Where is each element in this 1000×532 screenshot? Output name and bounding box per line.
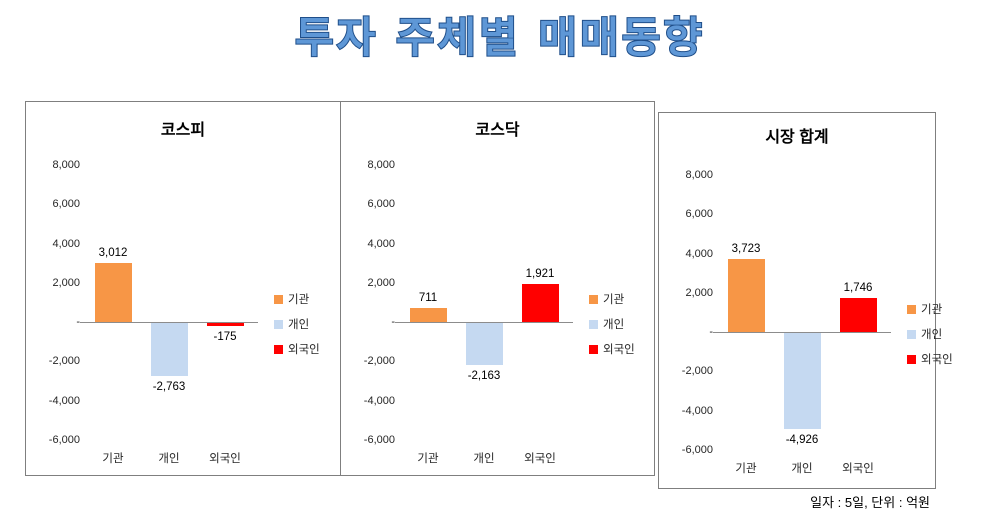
y-axis-tick-label: -	[391, 316, 395, 329]
chart-title-market-total: 시장 합계	[765, 129, 829, 146]
y-axis-tick-label: 8,000	[52, 159, 80, 171]
y-axis-tick-label: -4,000	[363, 394, 395, 407]
y-axis-tick-label: -	[76, 316, 80, 329]
legend-swatch-icon	[274, 319, 283, 329]
legend-item-외국인: 외국인	[274, 341, 344, 357]
legend-label: 기관	[603, 294, 625, 306]
y-axis-tick-label: 2,000	[685, 286, 713, 299]
y-axis-tick-label: 6,000	[367, 198, 395, 211]
chart-kospi: 코스피 8,000 6,000 4,000 2,000 - -2,000 -4,000 -6,…	[26, 102, 340, 475]
y-axis-tick-label: -	[709, 326, 713, 339]
x-axis-category-label: 기관	[417, 453, 439, 465]
chart-title-kospi: 코스피	[160, 122, 206, 139]
y-axis-tick-label: -2,000	[48, 355, 80, 368]
legend-swatch-icon	[907, 304, 916, 314]
y-axis-tick-label: -6,000	[681, 444, 713, 456]
bar-value-label: 1,746	[843, 281, 873, 294]
y-axis-tick-label: -4,000	[681, 404, 713, 417]
legend-swatch-icon	[274, 294, 283, 304]
y-axis-tick-label: -2,000	[681, 365, 713, 378]
y-axis-tick-label: 4,000	[685, 247, 713, 260]
bar-value-label: -4,926	[785, 433, 819, 446]
bar-외국인	[521, 284, 559, 323]
panel-market-total: 시장 합계 8,000 6,000 4,000 2,000 - -2,000 -4,000 -…	[658, 112, 953, 489]
plot-area-market-total: 8,000 6,000 4,000 2,000 - -2,000 -4,000 -6,000 3…	[682, 169, 953, 475]
panel-kospi-kosdaq: 코스피 8,000 6,000 4,000 2,000- -2,000 -4,000 -6,…	[25, 101, 655, 476]
bar-value-label: 711	[418, 292, 438, 305]
legend-label: 기관	[288, 294, 310, 306]
x-axis-category-label: 외국인	[209, 453, 241, 465]
plot-area-kosdaq: 8,000 6,000 4,000 2,000 - -2,000 -4,000 -6,000 7…	[364, 159, 635, 465]
legend-item-외국인: 외국인	[589, 341, 659, 357]
y-axis-tick-label: -2,000	[363, 355, 395, 368]
x-axis-category-label: 외국인	[842, 463, 874, 475]
legend-swatch-icon	[274, 344, 283, 354]
legend-label: 외국인	[288, 344, 320, 356]
legend-item-개인: 개인	[274, 316, 344, 332]
legend-item-개인: 개인	[589, 316, 659, 332]
chart-market-total: 시장 합계 8,000 6,000 4,000 2,000 - -2,000 -4,000 -…	[659, 123, 953, 498]
x-axis-category-label: 기관	[102, 453, 124, 465]
y-axis-tick-label: 2,000	[367, 276, 395, 289]
legend-item-외국인: 외국인	[907, 351, 977, 367]
bar-외국인	[206, 322, 244, 326]
legend-label: 개인	[288, 319, 310, 331]
x-axis-category-label: 외국인	[524, 453, 556, 465]
legend-swatch-icon	[589, 294, 598, 304]
y-axis-tick-label: 6,000	[685, 208, 713, 221]
x-axis-category-label: 개인	[158, 453, 180, 465]
legend-swatch-icon	[589, 344, 598, 354]
bar-외국인	[839, 297, 877, 333]
page-title: 투자 주체별 매매동향	[294, 12, 705, 63]
legend-label: 개인	[921, 329, 943, 341]
y-axis-tick-label: 8,000	[685, 169, 713, 181]
footnote: 일자 : 5일, 단위 : 억원	[810, 495, 930, 510]
bar-기관	[727, 259, 765, 333]
x-axis-category-label: 개인	[791, 463, 813, 475]
chart-title-kosdaq: 코스닥	[475, 122, 520, 139]
legend-item-기관: 기관	[274, 291, 344, 307]
bar-value-label: -2,763	[152, 381, 186, 394]
legend-swatch-icon	[907, 354, 916, 364]
legend-swatch-icon	[589, 319, 598, 329]
bar-기관	[94, 262, 132, 323]
x-axis-category-label: 기관	[735, 463, 757, 475]
y-axis-tick-label: -6,000	[363, 434, 395, 446]
bar-value-label: -2,163	[467, 369, 501, 382]
legend-item-개인: 개인	[907, 326, 977, 342]
y-axis-tick-label: -4,000	[48, 394, 80, 407]
legend-item-기관: 기관	[589, 291, 659, 307]
bar-value-label: 3,012	[98, 246, 128, 259]
bar-개인	[465, 322, 503, 365]
legend-label: 개인	[603, 319, 625, 331]
y-axis-tick-label: -6,000	[48, 434, 80, 446]
y-axis-tick-label: 6,000	[52, 198, 80, 211]
plot-area-kospi: 8,000 6,000 4,000 2,000 - -2,000 -4,000 -6,000 3…	[49, 159, 320, 465]
bar-개인	[783, 332, 821, 429]
bar-개인	[150, 322, 188, 377]
legend-label: 외국인	[603, 344, 635, 356]
legend-swatch-icon	[907, 329, 916, 339]
legend-label: 기관	[921, 304, 943, 316]
x-axis-zero-line	[713, 332, 891, 334]
x-axis-zero-line	[395, 322, 573, 324]
legend-label: 외국인	[921, 354, 953, 366]
bar-value-label: -175	[213, 330, 237, 343]
x-axis-category-label: 개인	[473, 453, 495, 465]
bar-value-label: 1,921	[525, 268, 555, 281]
y-axis-tick-label: 8,000	[367, 159, 395, 171]
bar-value-label: 3,723	[731, 243, 761, 255]
legend-item-기관: 기관	[907, 301, 977, 317]
y-axis-tick-label: 4,000	[367, 237, 395, 250]
chart-kosdaq: 코스닥 8,000 6,000 4,000 2,000 - -2,000 -4,000 -6,…	[340, 102, 654, 475]
y-axis-tick-label: 2,000	[52, 276, 80, 289]
y-axis-tick-label: 4,000	[52, 237, 80, 250]
bar-기관	[409, 308, 447, 323]
x-axis-zero-line	[80, 322, 258, 324]
charts-row: 코스피 8,000 6,000 4,000 2,000- -2,000 -4,000 -6,…	[25, 101, 1000, 489]
